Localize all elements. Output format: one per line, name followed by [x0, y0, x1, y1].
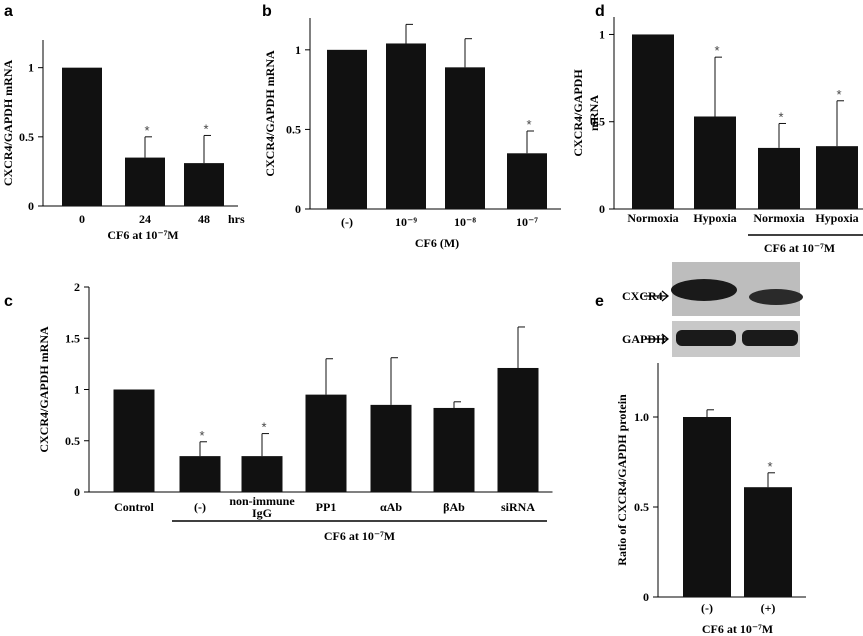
y-tick-label-b: 0.5 [286, 122, 301, 136]
y-tick-label-d: 0 [599, 202, 605, 216]
y-axis-label-b: CXCR4/GAPDH mRNA [263, 50, 277, 177]
bar-b [327, 49, 367, 210]
y-axis-label-d: mRNA [587, 95, 601, 131]
panel-label-b: b [262, 3, 272, 20]
bar-a [125, 157, 165, 206]
y-tick-label-c: 0 [74, 485, 80, 499]
y-tick-label-b: 1 [295, 43, 301, 57]
significance-star-d: * [836, 87, 841, 102]
bar-c [305, 394, 347, 492]
bar-c [497, 367, 539, 492]
blot-gapdh-band-1 [676, 330, 736, 346]
western-blot: CXCR4 GAPDH [622, 262, 803, 357]
blot-cxcr4-band-1 [671, 279, 737, 301]
significance-star-d: * [714, 43, 719, 58]
bar-c [433, 407, 475, 492]
y-tick-label-d: 1 [599, 27, 605, 41]
significance-star-c: * [199, 428, 204, 443]
y-tick-label-b: 0 [295, 202, 301, 216]
group-label-d: CF6 at 10⁻⁷M [764, 241, 835, 255]
category-label-c: PP1 [316, 500, 337, 514]
y-tick-label-a: 0 [28, 199, 34, 213]
significance-star-a: * [144, 123, 149, 138]
x-axis-label-b: CF6 (M) [415, 236, 459, 250]
category-label-b: 10⁻⁹ [395, 215, 417, 229]
bar-d [632, 34, 674, 209]
category-label-c: non-immune IgG [229, 494, 295, 520]
category-label-b: 10⁻⁷ [516, 215, 538, 229]
category-label-a: 0 [79, 212, 85, 226]
category-label-d: Normoxia [753, 211, 804, 225]
chart-panel-c: 0 0.5 1 1.5 2 * * CXCR4/GAPDH mRNA Control (-) non… [37, 280, 553, 543]
panel-label-a: a [4, 3, 13, 20]
panel-label-e: e [595, 293, 604, 310]
y-tick-label-c: 0.5 [65, 434, 80, 448]
blot-arrowhead-gapdh [661, 333, 670, 345]
category-label-b: 10⁻⁸ [454, 215, 476, 229]
blot-cxcr4-band-2 [749, 289, 803, 305]
bar-e [744, 487, 792, 597]
chart-panel-d: 0 0.5 1 * * * CXCR4/GAPDH mRNA Normoxia Hypoxia No… [571, 17, 863, 255]
bar-c [113, 389, 155, 492]
panel-label-d: d [595, 3, 605, 20]
chart-panel-e: 0 0.5 1.0 * Ratio of CXCR4/GAPDH protein (-) (… [615, 363, 806, 636]
y-axis-label-e: Ratio of CXCR4/GAPDH protein [615, 394, 629, 566]
blot-arrowhead-cxcr4 [661, 290, 670, 302]
category-label-a: 24 [139, 212, 151, 226]
category-label-c: αAb [380, 500, 402, 514]
y-tick-label-d: 0.5 [590, 115, 605, 129]
y-tick-label-e: 0 [643, 590, 649, 604]
x-axis-label-a: CF6 at 10⁻⁷M [107, 228, 178, 242]
bar-c [241, 456, 283, 492]
bar-e [683, 417, 731, 597]
blot-label-gapdh: GAPDH [622, 332, 666, 346]
significance-star-b: * [526, 117, 531, 132]
group-label-c: CF6 at 10⁻⁷M [324, 529, 395, 543]
category-label-e: (+) [761, 601, 776, 615]
bar-d [758, 147, 800, 209]
y-tick-label-c: 1.5 [65, 331, 80, 345]
bar-c [179, 456, 221, 492]
bar-d [694, 116, 736, 209]
bar-b [507, 153, 547, 209]
blot-gapdh-band-2 [742, 330, 798, 346]
y-tick-label-e: 0.5 [634, 500, 649, 514]
significance-star-e: * [767, 459, 772, 474]
y-axis-label-a: CXCR4/GAPDH mRNA [1, 60, 15, 187]
y-axis-label-c: CXCR4/GAPDH mRNA [37, 326, 51, 453]
y-axis-label-d: CXCR4/GAPDH [571, 69, 585, 157]
category-unit-label-a: hrs [228, 212, 245, 226]
panel-label-c: c [4, 293, 13, 310]
bar-b [445, 67, 485, 209]
significance-star-a: * [203, 121, 208, 136]
category-label-c: siRNA [501, 500, 535, 514]
bar-b [386, 43, 426, 209]
category-label-e: (-) [701, 601, 713, 615]
y-tick-label-c: 2 [74, 280, 80, 294]
x-axis-label-e: CF6 at 10⁻⁷M [702, 622, 773, 636]
y-tick-label-a: 1 [28, 61, 34, 75]
significance-star-c: * [261, 420, 266, 435]
category-label-c: Control [114, 500, 154, 514]
chart-panel-a: 0 0.5 1 * * CXCR4/GAPDH mRNA 0 24 48 hrs CF6 at 10… [1, 40, 245, 242]
bar-c [370, 404, 412, 492]
category-label-d: Hypoxia [815, 211, 858, 225]
category-label-d: Hypoxia [693, 211, 736, 225]
category-label-b: (-) [341, 215, 353, 229]
y-tick-label-e: 1.0 [634, 410, 649, 424]
bar-a [184, 163, 224, 206]
category-label-c: βAb [443, 500, 465, 514]
chart-panel-b: 0 0.5 1 * CXCR4/GAPDH mRNA (-) 10⁻⁹ 10⁻⁸ 10⁻⁷ CF6… [263, 18, 561, 250]
bar-a [62, 67, 102, 207]
significance-star-d: * [778, 109, 783, 124]
y-tick-label-a: 0.5 [19, 130, 34, 144]
bar-d [816, 146, 858, 209]
category-label-a: 48 [198, 212, 210, 226]
category-label-d: Normoxia [627, 211, 678, 225]
y-tick-label-c: 1 [74, 383, 80, 397]
category-label-c: (-) [194, 500, 206, 514]
blot-label-cxcr4: CXCR4 [622, 289, 663, 303]
